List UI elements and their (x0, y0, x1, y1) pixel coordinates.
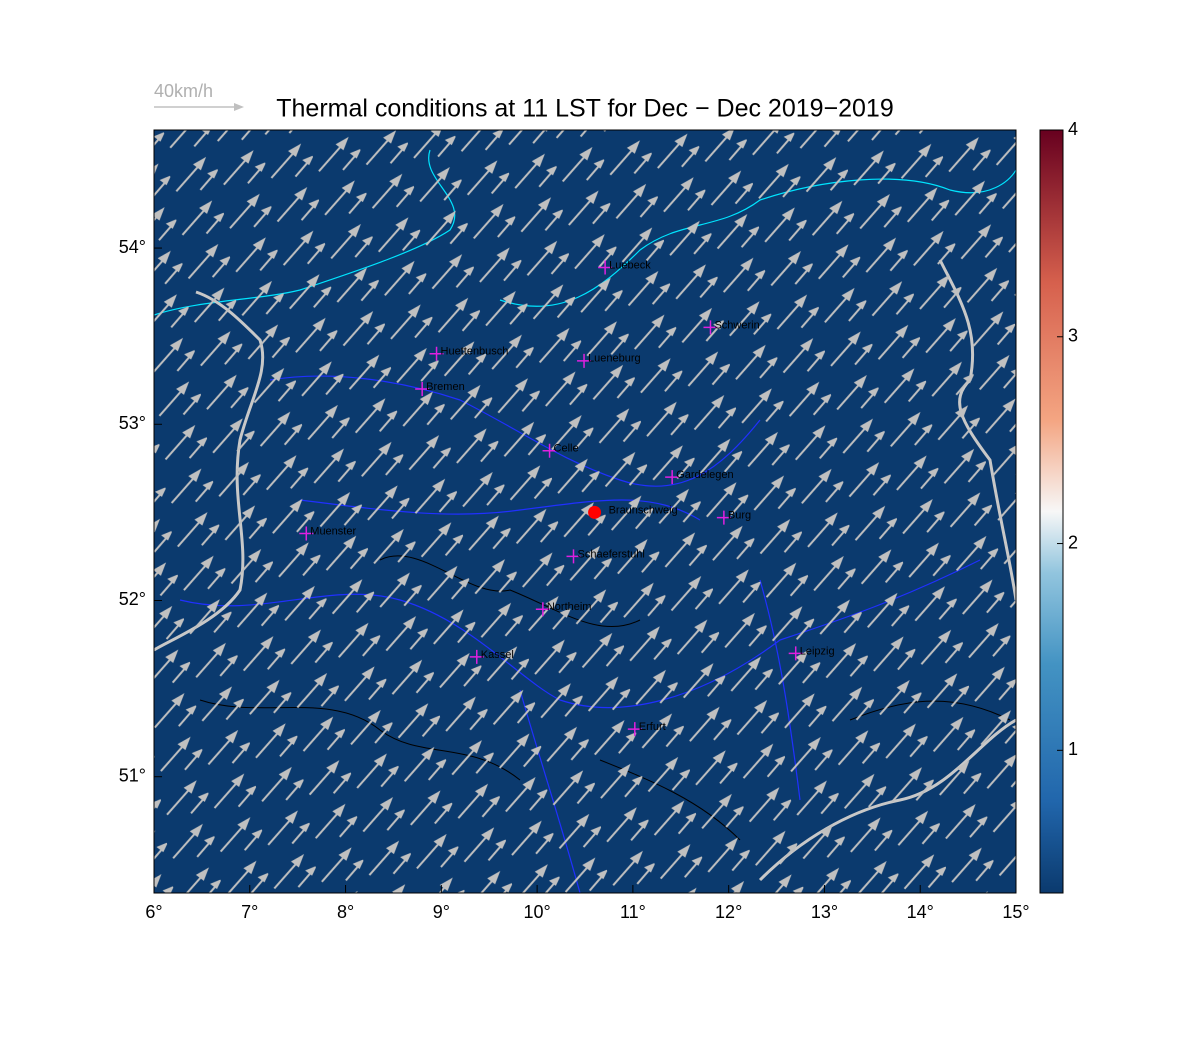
city-label: Celle (554, 443, 579, 455)
x-tick-label: 7° (241, 902, 258, 922)
city-label: Huettenbusch (441, 346, 509, 358)
y-tick-label: 52° (119, 589, 146, 609)
wind-reference-label: 40km/h (154, 81, 213, 101)
city-marker (415, 382, 430, 397)
x-tick-label: 11° (620, 902, 646, 922)
city-label: Luebeck (609, 259, 651, 271)
plot-frame (153, 129, 1017, 894)
x-tick-label: 15° (1002, 902, 1029, 922)
city-marker (716, 510, 731, 525)
city-label: Schaeferstuhl (578, 548, 645, 560)
city-marker (299, 526, 314, 541)
x-tick-label: 10° (523, 902, 550, 922)
city-label: Leipzig (800, 645, 835, 657)
x-tick-label: 6° (145, 902, 162, 922)
wind-vectors (154, 130, 1016, 893)
map-layers (154, 130, 1016, 893)
city-label: Gardelegen (676, 469, 734, 481)
site-marker (588, 505, 602, 519)
city-marker (788, 646, 803, 661)
x-tick-label: 9° (433, 902, 450, 922)
city-marker (429, 346, 444, 361)
y-tick-label: 51° (119, 765, 146, 785)
city-label: Kassel (481, 649, 514, 661)
city-label: Muenster (310, 525, 356, 537)
colorbar-tick-label: 3 (1068, 326, 1078, 346)
city-marker (627, 722, 642, 737)
city-marker (577, 353, 592, 368)
city-marker (598, 260, 613, 275)
city-label: Schwerin (714, 319, 759, 331)
x-tick-label: 12° (715, 902, 742, 922)
city-marker (566, 549, 581, 564)
city-marker (469, 649, 484, 664)
y-tick-label: 53° (119, 413, 146, 433)
map-title: Thermal conditions at 11 LST for Dec − D… (276, 95, 894, 123)
colorbar (1039, 129, 1064, 894)
city-label: Northeim (547, 601, 592, 613)
city-label: Bremen (426, 381, 465, 393)
colorbar-tick-label: 2 (1068, 532, 1078, 552)
city-marker (535, 602, 550, 617)
x-tick-label: 14° (907, 902, 934, 922)
city-marker (665, 470, 680, 485)
x-tick-label: 8° (337, 902, 354, 922)
site-label: Braunschweig (609, 504, 678, 516)
city-marker (703, 320, 718, 335)
city-label: Lueneburg (588, 353, 641, 365)
colorbar-tick-label: 4 (1068, 119, 1078, 139)
city-label: Erfurt (639, 721, 666, 733)
y-tick-label: 54° (119, 237, 146, 257)
wind-reference-arrow (154, 103, 244, 111)
city-label: Burg (728, 510, 751, 522)
city-marker (542, 443, 557, 458)
colorbar-tick-label: 1 (1068, 739, 1078, 759)
x-tick-label: 13° (811, 902, 838, 922)
